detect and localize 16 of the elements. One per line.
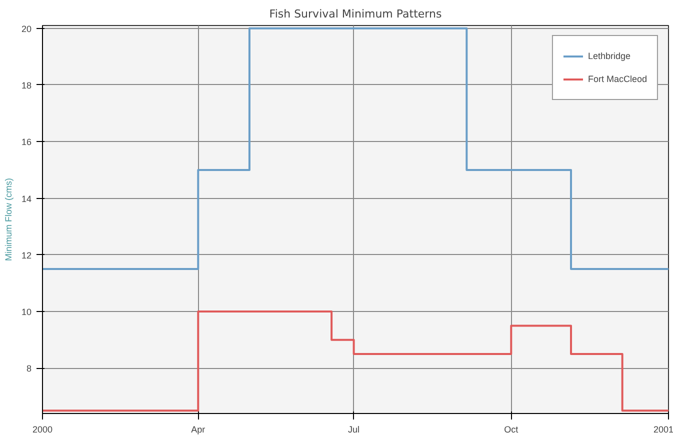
y-axis-title: Minimum Flow (cms) [3,178,14,261]
y-tick-label: 8 [26,364,32,374]
chart-title: Fish Survival Minimum Patterns [269,8,442,20]
y-tick-label: 10 [21,307,32,318]
x-tick-label: Apr [191,424,206,434]
x-tick-label: Oct [504,424,519,434]
y-tick-label: 12 [21,250,32,260]
y-tick-label: 16 [21,137,32,148]
x-tick-label: 2000 [32,424,53,434]
x-tick-label: 2001 [653,424,673,434]
x-tick-label: Jul [348,424,360,434]
legend-label: Fort MacCleod [588,74,647,84]
y-tick-label: 18 [21,80,32,90]
y-tick-label: 14 [21,194,32,204]
legend-label: Lethbridge [588,51,631,61]
y-tick-label: 20 [21,24,32,34]
